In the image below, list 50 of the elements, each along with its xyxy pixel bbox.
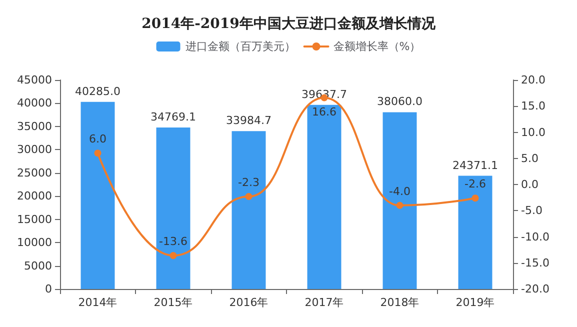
bar [232, 131, 266, 289]
data-label: -2.3 [238, 176, 260, 190]
point [396, 202, 404, 209]
x-tick-label: 2015年 [154, 296, 193, 309]
y2-tick-label: 20.0 [521, 74, 546, 86]
x-tick-label: 2014年 [78, 296, 118, 309]
y2-tick-label: -20.0 [521, 282, 550, 296]
bar [156, 128, 190, 289]
y-tick-label: 5000 [24, 259, 52, 272]
y-tick-label: 25000 [17, 166, 52, 180]
bar [80, 102, 115, 289]
y2-tick-label: 15.0 [521, 100, 546, 113]
y-tick-label: 10000 [17, 236, 52, 250]
x-tick-label: 2017年 [304, 296, 344, 309]
data-label: 6.0 [89, 132, 106, 146]
y2-tick-label: -5.0 [521, 204, 542, 218]
data-label: -4.0 [389, 184, 410, 198]
data-label: 16.6 [312, 105, 336, 118]
y-tick-label: 45000 [17, 74, 52, 86]
y-tick-label: 15000 [17, 212, 52, 226]
y2-tick-label: -10.0 [521, 230, 550, 244]
legend-label: 进口金额（百万美元） [185, 40, 296, 53]
x-tick-label: 2019年 [456, 296, 495, 309]
chart-title: 2014年-2019年中国大豆进口金额及增长情况 [142, 15, 436, 32]
point [170, 252, 177, 260]
data-label: 40285.0 [75, 84, 120, 98]
y2-tick-label: 5.0 [521, 152, 538, 165]
point [472, 194, 479, 202]
x-tick-label: 2018年 [380, 296, 420, 309]
point [245, 193, 252, 200]
data-label: 24371.1 [452, 158, 498, 172]
data-label: -2.6 [464, 178, 486, 191]
data-label: -13.6 [159, 235, 188, 248]
y-tick-label: 0 [45, 282, 52, 296]
data-label: 38060.0 [377, 95, 422, 108]
y-tick-label: 40000 [17, 96, 52, 110]
y2-tick-label: 0.0 [521, 178, 538, 191]
bar [382, 112, 417, 289]
bar [458, 176, 492, 289]
bar [307, 104, 342, 289]
legend-label: 金额增长率（%） [333, 40, 421, 53]
data-label: 33984.7 [226, 114, 272, 128]
y2-tick-label: -15.0 [521, 256, 550, 270]
point [94, 150, 102, 157]
data-label: 34769.1 [150, 110, 196, 124]
y-tick-label: 30000 [17, 143, 52, 156]
y-tick-label: 35000 [17, 120, 52, 133]
x-tick-label: 2016年 [229, 296, 268, 309]
y2-tick-label: 10.0 [521, 126, 546, 139]
y-tick-label: 20000 [17, 190, 52, 203]
